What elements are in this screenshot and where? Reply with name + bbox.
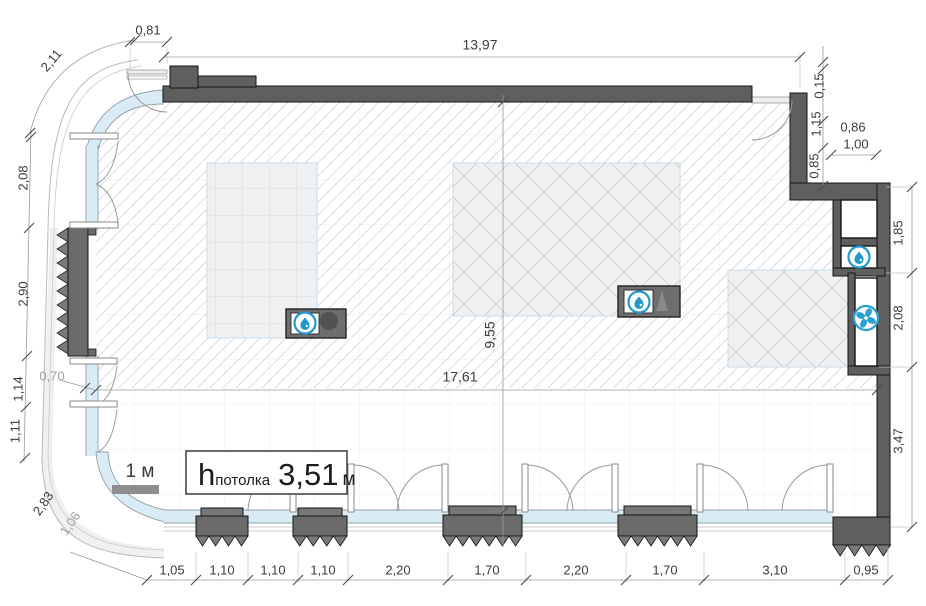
door-leaf	[69, 357, 118, 365]
ceiling-sub: потолка	[215, 472, 270, 489]
water-drop-icon	[847, 245, 871, 269]
dimension-label: 1,70	[474, 562, 499, 577]
insulation-teeth	[832, 544, 892, 557]
ceiling-unit: м	[342, 469, 355, 490]
water-drop-icon	[293, 311, 317, 335]
top-wall-step	[169, 65, 199, 89]
dimension-label: 2,20	[563, 562, 588, 577]
dimension-label: 2,90	[15, 281, 30, 306]
pier	[442, 505, 523, 547]
top-wall	[162, 85, 753, 103]
dimension-label: 2,11	[38, 46, 65, 74]
door-leaf	[69, 221, 119, 229]
door-swing	[781, 464, 828, 512]
dimension-label: 0,85	[806, 153, 821, 178]
door-swing	[127, 72, 168, 113]
dimension-label: 17,61	[442, 369, 477, 385]
dimension-lines	[19, 34, 918, 586]
door-swing	[97, 408, 118, 453]
door-leaf	[347, 463, 355, 513]
shaft-bottom-wall	[832, 267, 886, 277]
marker-triangle	[656, 291, 668, 311]
dimension-label: 9,55	[482, 321, 498, 348]
walls	[162, 65, 892, 557]
dimension-label: 0,15	[811, 73, 826, 98]
pier	[292, 507, 348, 547]
door-swing	[702, 464, 749, 512]
door-leaf	[441, 463, 449, 513]
door-swing	[527, 464, 574, 512]
scale-bar-rect	[112, 485, 159, 494]
dimension-label: 0,95	[853, 562, 878, 577]
right-outer-wall-upper	[876, 182, 891, 376]
dimension-label: 1,11	[7, 419, 22, 443]
water-drop-icon	[627, 290, 651, 314]
door-leaf	[521, 463, 529, 513]
pier	[617, 505, 698, 547]
right-outer-wall-lower	[876, 374, 891, 518]
dimension-label: 1,15	[808, 111, 823, 136]
dimension-label: 1,14	[10, 376, 25, 401]
dimension-label: 1,70	[652, 562, 677, 577]
left-pier	[56, 227, 97, 357]
shaft-divider	[840, 237, 878, 247]
scale-bar: 1 м	[112, 461, 159, 494]
door-swing	[751, 99, 793, 141]
outer-envelope	[41, 59, 165, 559]
door-leaf	[826, 463, 834, 513]
top-wall-step2	[197, 75, 257, 88]
dimension-label: 13,97	[462, 37, 497, 53]
dimension-labels: 0,81 2,11 13,97 0,15 1,15 0,86 1,00 0,85 1,85 2,0…	[7, 22, 905, 577]
dimension-label: 0,86	[840, 119, 865, 134]
fixtures	[285, 285, 681, 339]
dimension-label: 1,00	[843, 136, 868, 151]
dimension-label: 2,08	[15, 165, 30, 190]
scale-label: 1 м	[126, 461, 155, 482]
pier	[195, 507, 249, 547]
dimension-label: 3,47	[890, 428, 905, 453]
door-leaf	[611, 463, 619, 513]
glass-wall-left-upper	[86, 145, 98, 230]
door-leaf	[696, 463, 704, 513]
dimension-label: 3,10	[762, 562, 787, 577]
corner-wall-bottom-right	[832, 516, 891, 546]
door-swing	[566, 464, 613, 512]
dimension-label: 1,10	[310, 562, 335, 577]
dimension-label: 0,81	[135, 22, 160, 37]
bottom-piers	[195, 505, 698, 547]
sink-unit-right	[617, 285, 681, 318]
crosshatch-zone-right	[727, 269, 849, 368]
dimension-label: 1,05	[159, 562, 184, 577]
ceiling-h: h	[198, 457, 215, 492]
ceiling-value: 3,51	[278, 457, 338, 492]
vent-shaft-left-wall	[847, 272, 856, 375]
door-leaf	[69, 132, 119, 140]
shaft-top-wall	[789, 182, 891, 201]
shafts	[840, 199, 882, 367]
dimension-label: 1,10	[209, 562, 234, 577]
shaft-empty	[840, 199, 878, 239]
ceiling-height-label: hпотолка 3,51 м	[185, 450, 356, 495]
dimension-label: 1,10	[260, 562, 285, 577]
dimension-label: 0,70	[39, 368, 64, 383]
right-top-wall	[789, 92, 808, 186]
dimension-label: 2,08	[890, 305, 905, 330]
dimension-label: 1,85	[890, 220, 905, 245]
shaft-left-wall	[832, 199, 842, 277]
door-swing	[95, 183, 119, 223]
sink-unit-left	[285, 308, 347, 339]
door-swing	[95, 140, 119, 185]
door-leaf	[69, 400, 118, 408]
door-swing	[396, 464, 443, 512]
dimension-label: 2,20	[385, 562, 410, 577]
